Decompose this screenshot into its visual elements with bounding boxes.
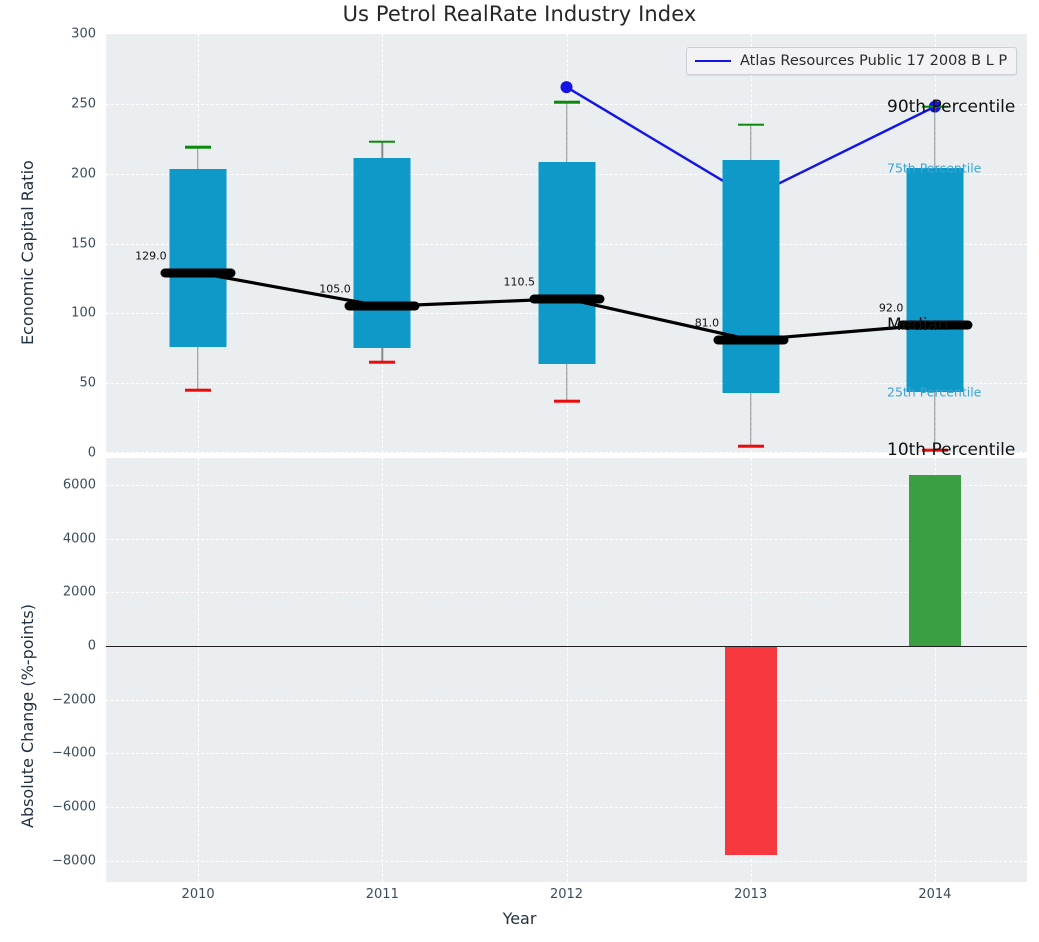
y-tick-label: −6000 — [52, 799, 96, 815]
y-tick-label: −8000 — [52, 853, 96, 869]
x-tick-label: 2014 — [918, 887, 952, 902]
chart-legend: Atlas Resources Public 17 2008 B L P — [686, 47, 1018, 75]
box — [538, 162, 595, 364]
x-tick-label: 2011 — [365, 887, 399, 902]
y-tick-label: 100 — [71, 305, 96, 321]
bottom-axis-label: Absolute Change (%-points) — [18, 604, 37, 828]
p25-annotation: 25th Percentile — [887, 384, 982, 400]
y-tick-label: 0 — [87, 445, 96, 461]
median-marker — [344, 301, 420, 311]
chart-title: Us Petrol RealRate Industry Index — [342, 2, 697, 26]
x-tick-label: 2012 — [549, 887, 584, 902]
p10-cap — [185, 388, 212, 392]
x-axis-label: Year — [502, 909, 537, 928]
top-axis-label: Economic Capital Ratio — [18, 160, 37, 345]
p90-cap — [185, 145, 212, 149]
zero-baseline — [106, 645, 1027, 647]
gridline — [566, 458, 568, 882]
p90-annotation: 90th Percentile — [887, 96, 1016, 117]
percentile-plot-panel: 129.0 105.0 110.5 81.0 92.0 — [106, 34, 1027, 453]
y-tick-label: −2000 — [52, 692, 96, 708]
y-tick-label: 4000 — [62, 531, 96, 546]
gridline — [934, 458, 936, 882]
x-tick-label: 2010 — [181, 887, 215, 902]
x-tick-label: 2013 — [734, 887, 768, 902]
box — [353, 158, 411, 349]
box — [169, 169, 227, 347]
y-tick-label: 200 — [71, 166, 96, 182]
median-value-label: 92.0 — [878, 301, 904, 314]
median-value-label: 110.5 — [503, 275, 536, 289]
p90-cap — [737, 123, 764, 127]
median-marker — [897, 320, 973, 329]
y-tick-label: 2000 — [62, 584, 96, 600]
p10-cap — [737, 444, 764, 448]
p10-annotation: 10th Percentile — [887, 440, 1016, 461]
negative-change-bar — [724, 645, 777, 856]
y-tick-label: 0 — [87, 638, 96, 654]
p90-cap — [921, 105, 948, 108]
median-marker — [713, 335, 789, 345]
gridline — [198, 458, 200, 882]
box — [906, 168, 964, 392]
median-value-label: 129.0 — [135, 249, 167, 263]
gridline — [382, 458, 384, 882]
median-marker — [529, 294, 604, 304]
box — [722, 159, 780, 393]
y-tick-label: 6000 — [62, 477, 96, 493]
p75-annotation: 75th Percentile — [887, 160, 982, 176]
y-tick-label: 250 — [71, 96, 96, 112]
p10-cap — [553, 400, 580, 403]
positive-change-bar — [908, 475, 961, 646]
median-value-label: 81.0 — [694, 316, 720, 330]
median-marker — [160, 268, 236, 278]
y-tick-label: 150 — [71, 236, 96, 251]
y-tick-label: 300 — [71, 26, 96, 42]
y-tick-label: 50 — [79, 375, 96, 391]
median-annotation: Median — [887, 314, 949, 335]
legend-label: Atlas Resources Public 17 2008 B L P — [740, 53, 1008, 69]
p90-cap — [369, 140, 396, 143]
legend-line-swatch — [695, 60, 731, 62]
y-tick-label: −4000 — [52, 745, 96, 761]
median-value-label: 105.0 — [319, 282, 351, 296]
p10-cap — [369, 360, 396, 364]
p10-cap — [921, 448, 948, 452]
p90-cap — [553, 101, 580, 104]
absolute-change-panel — [106, 458, 1027, 882]
